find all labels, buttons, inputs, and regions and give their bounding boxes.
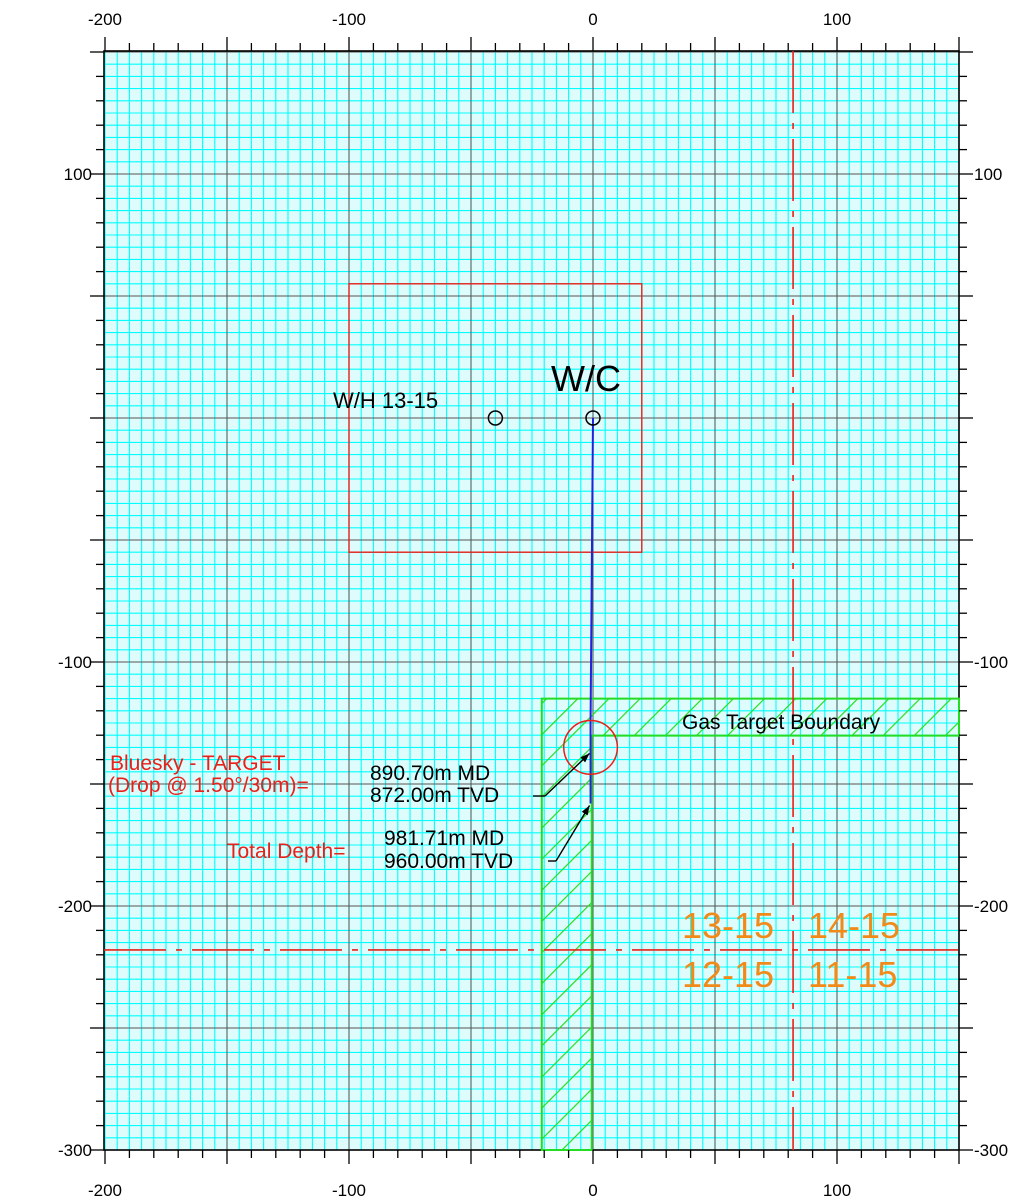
x-tick-label-bottom: 100 — [823, 1181, 851, 1200]
total-depth-md-label: 981.71m MD — [384, 827, 504, 850]
section-11-15-label: 11-15 — [808, 954, 897, 995]
target-drop-label: (Drop @ 1.50°/30m)= — [108, 774, 309, 797]
y-tick-label-right: -100 — [974, 653, 1008, 672]
y-tick-label-right: -200 — [974, 897, 1008, 916]
wellhead-13-15-marker — [487, 410, 504, 426]
y-tick-label-left: -300 — [58, 1141, 92, 1160]
total-depth-tvd-label: 960.00m TVD — [384, 850, 513, 873]
section-14-15-label: 14-15 — [808, 905, 900, 946]
wc-label: W/C — [551, 358, 621, 399]
plot-frame — [103, 50, 960, 1151]
target-leader-arrow — [544, 752, 591, 797]
y-tick-label-right: -300 — [974, 1141, 1008, 1160]
gas-target-boundary-label: Gas Target Boundary — [682, 711, 881, 734]
target-md-label: 890.70m MD — [370, 762, 490, 785]
wc-marker — [585, 410, 601, 426]
tick-marks — [90, 37, 973, 1164]
plot-grid — [103, 50, 960, 1151]
x-tick-label-bottom: -200 — [88, 1181, 122, 1200]
target-leader-arrow-head — [580, 753, 590, 763]
wellhead-13-15-label: W/H 13-15 — [333, 388, 438, 413]
target-name-label: Bluesky - TARGET — [110, 752, 286, 775]
y-tick-label-left: -200 — [58, 897, 92, 916]
x-tick-label-top: -200 — [88, 10, 122, 29]
x-tick-label-top: 100 — [823, 10, 851, 29]
section-13-15-label: 13-15 — [682, 905, 774, 946]
total-depth-label: Total Depth= — [227, 840, 346, 863]
x-tick-label-top: -100 — [332, 10, 366, 29]
x-tick-label-top: 0 — [588, 10, 597, 29]
section-12-15-label: 12-15 — [682, 954, 774, 995]
total-depth-leader-arrow — [555, 805, 591, 862]
well-trajectory — [589, 417, 594, 804]
target-tvd-label: 872.00m TVD — [370, 784, 499, 807]
major-grid — [104, 51, 959, 1150]
total-depth-leader-arrow-head — [581, 805, 590, 816]
y-tick-label-left: 100 — [64, 165, 92, 184]
x-tick-label-bottom: -100 — [332, 1181, 366, 1200]
lease-boundary-box — [348, 283, 643, 553]
axis-ticks: -200 -200 -100 -100 0 0 100 100 100 100 -100 -100 -2… — [58, 10, 1008, 1200]
y-tick-label-right: 100 — [974, 165, 1002, 184]
y-tick-label-left: -100 — [58, 653, 92, 672]
x-tick-label-bottom: 0 — [588, 1181, 597, 1200]
target-circle — [562, 719, 619, 775]
